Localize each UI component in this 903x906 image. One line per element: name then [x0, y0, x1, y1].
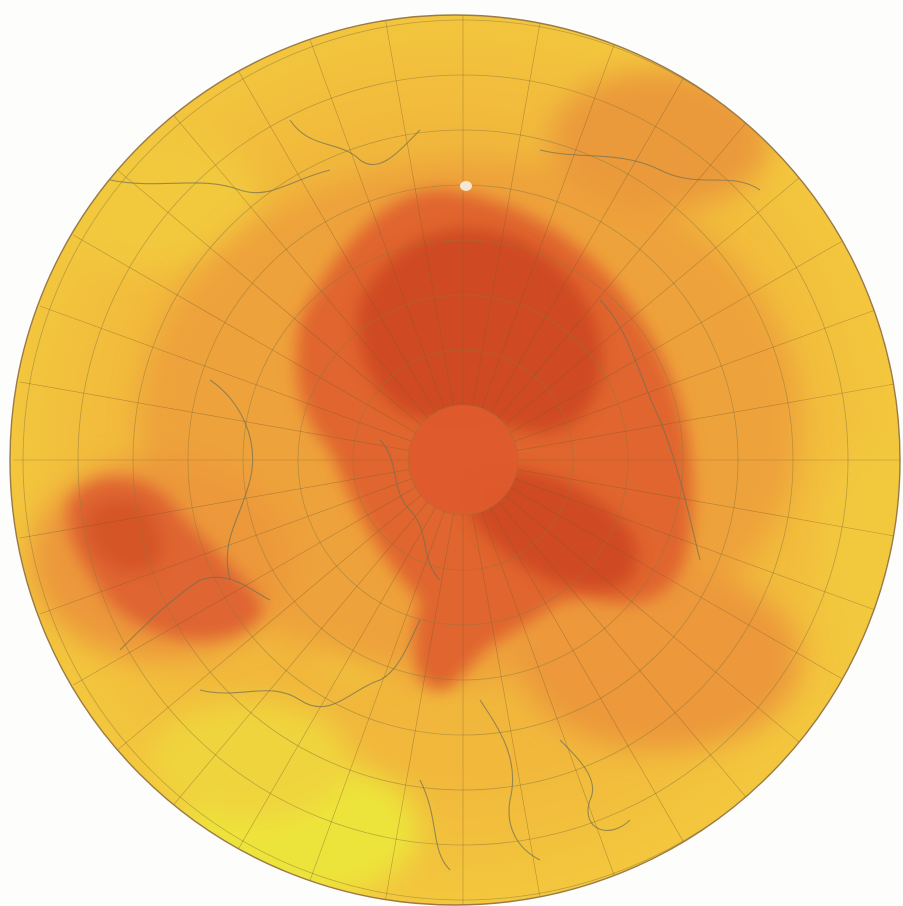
meridian-line — [481, 511, 618, 884]
coast-us-north — [119, 576, 271, 651]
coast-canada-west — [209, 379, 254, 581]
globe-rim — [9, 14, 901, 906]
peak-zone-south — [463, 467, 638, 590]
meridian-line — [517, 381, 900, 451]
coastlines — [109, 119, 761, 871]
meridian-line — [237, 70, 436, 413]
peak-zone-west — [86, 499, 163, 573]
coast-bering — [289, 119, 421, 166]
meridian-line — [19, 469, 409, 539]
meridian-line — [39, 478, 412, 615]
meridian-line — [472, 16, 542, 406]
meridian-line — [514, 305, 887, 442]
coast-scandinavia — [559, 739, 631, 831]
low-zone-south-2 — [150, 700, 350, 820]
mid-zone-southeast — [520, 570, 800, 750]
meridian-line — [481, 36, 618, 409]
meridian-line — [237, 507, 436, 850]
pole-cap — [408, 405, 518, 515]
coast-alaska — [109, 169, 331, 194]
meridian-line — [73, 487, 416, 686]
meridian-line — [118, 170, 422, 425]
snow-spot — [460, 181, 472, 191]
meridian-line — [39, 305, 412, 442]
meridian-line — [173, 115, 428, 419]
meridian-line — [490, 70, 689, 413]
meridian-line — [384, 514, 454, 904]
meridian-line — [517, 469, 900, 539]
meridian-line — [73, 234, 416, 433]
meridian-line — [490, 507, 689, 850]
meridian-line — [504, 495, 808, 750]
coast-archipelago — [379, 439, 441, 581]
meridian-line — [498, 501, 753, 805]
mid-zone-northeast — [550, 70, 770, 210]
peak-value-zones — [86, 228, 638, 590]
meridian-line — [514, 478, 887, 615]
meridian-line — [384, 16, 454, 406]
meridian-line — [504, 170, 808, 425]
meridian-line — [308, 36, 445, 409]
meridian-line — [308, 511, 445, 884]
low-zone-east — [820, 440, 900, 680]
coast-siberia — [599, 299, 701, 561]
meridian-line — [118, 495, 422, 750]
meridian-line — [510, 234, 853, 433]
meridian-line — [173, 501, 428, 805]
meridian-line — [510, 487, 853, 686]
meridian-line — [498, 115, 753, 419]
meridian-line — [472, 514, 542, 904]
coast-hudson — [199, 619, 421, 708]
longitude-lines — [13, 15, 900, 905]
coast-east-asia — [539, 149, 761, 191]
coast-labrador — [419, 779, 451, 871]
peak-zone-north — [357, 228, 602, 433]
meridian-line — [19, 381, 409, 451]
coast-greenland — [479, 699, 541, 861]
